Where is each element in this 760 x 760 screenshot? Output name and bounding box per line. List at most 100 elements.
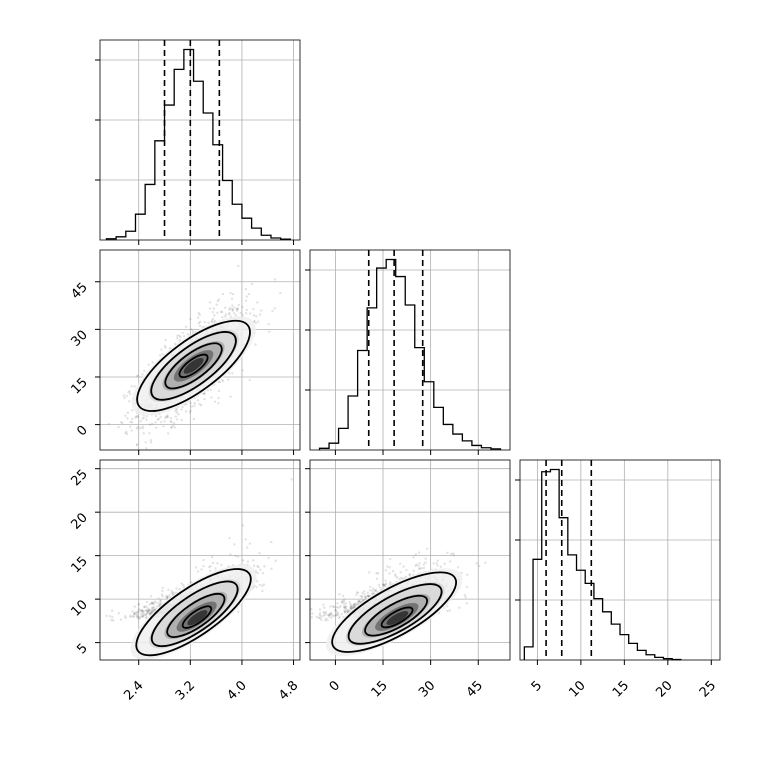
sample-point bbox=[220, 310, 224, 314]
x-tick-label: 15 bbox=[610, 678, 632, 700]
sample-point bbox=[208, 301, 212, 304]
sample-point bbox=[200, 568, 203, 571]
sample-point bbox=[224, 313, 228, 316]
sample-point bbox=[244, 538, 247, 541]
sample-point bbox=[145, 418, 148, 421]
sample-point bbox=[233, 306, 236, 309]
panel-frame bbox=[99, 459, 301, 661]
sample-point bbox=[341, 600, 344, 603]
sample-point bbox=[318, 612, 322, 615]
scatter-panel-0-1 bbox=[99, 249, 301, 451]
sample-point bbox=[153, 600, 157, 603]
sample-point bbox=[271, 309, 274, 313]
sample-point bbox=[334, 606, 337, 609]
sample-point bbox=[343, 610, 347, 614]
sample-point bbox=[178, 338, 181, 342]
sample-point bbox=[139, 419, 142, 423]
sample-point bbox=[136, 616, 140, 620]
sample-point bbox=[192, 417, 195, 421]
sample-point bbox=[237, 303, 240, 307]
sample-point bbox=[125, 430, 128, 434]
sample-point bbox=[159, 601, 163, 605]
sample-point bbox=[127, 390, 130, 394]
sample-point bbox=[141, 609, 144, 612]
sample-point bbox=[349, 602, 352, 606]
sample-point bbox=[228, 313, 231, 316]
sample-point bbox=[178, 587, 181, 591]
sample-point bbox=[342, 600, 346, 603]
sample-point bbox=[130, 429, 133, 432]
sample-point bbox=[353, 603, 356, 606]
sample-point bbox=[132, 615, 135, 618]
sample-point bbox=[176, 334, 179, 337]
sample-point bbox=[382, 583, 385, 586]
sample-point bbox=[211, 561, 215, 565]
sample-point bbox=[386, 565, 389, 568]
sample-point bbox=[164, 346, 167, 349]
sample-point bbox=[239, 311, 242, 315]
sample-point bbox=[435, 562, 438, 565]
sample-point bbox=[331, 614, 334, 617]
sample-point bbox=[146, 612, 149, 615]
sample-point bbox=[107, 422, 111, 426]
sample-point bbox=[231, 309, 234, 312]
sample-point bbox=[414, 564, 417, 568]
sample-point bbox=[175, 418, 179, 421]
sample-point bbox=[349, 604, 353, 608]
panel-frame bbox=[519, 459, 721, 661]
sample-point bbox=[207, 565, 211, 569]
sample-point bbox=[258, 551, 261, 555]
sample-point bbox=[315, 615, 319, 619]
sample-point bbox=[346, 610, 350, 613]
sample-point bbox=[248, 542, 252, 545]
sample-point bbox=[136, 615, 139, 618]
sample-point bbox=[169, 420, 172, 423]
sample-point bbox=[463, 593, 467, 597]
contour-2 bbox=[150, 580, 239, 648]
sample-point bbox=[349, 607, 353, 610]
sample-point bbox=[124, 414, 127, 417]
sample-point bbox=[232, 311, 236, 315]
sample-point bbox=[422, 563, 426, 566]
sample-point bbox=[241, 524, 245, 527]
sample-point bbox=[217, 389, 221, 393]
sample-point bbox=[172, 421, 176, 425]
sample-point bbox=[137, 608, 141, 611]
sample-point bbox=[125, 394, 128, 398]
sample-point bbox=[198, 313, 201, 316]
sample-point bbox=[362, 589, 366, 593]
sample-point bbox=[136, 425, 139, 429]
sample-point bbox=[160, 593, 164, 596]
sample-point bbox=[129, 420, 132, 424]
sample-point bbox=[341, 600, 344, 603]
sample-point bbox=[402, 565, 405, 568]
x-tick-label: 5 bbox=[529, 678, 545, 694]
sample-point bbox=[270, 567, 273, 570]
sample-point bbox=[448, 560, 452, 563]
sample-point bbox=[146, 611, 149, 615]
sample-point bbox=[140, 609, 143, 612]
sample-point bbox=[151, 422, 154, 426]
panel-frame bbox=[309, 459, 511, 661]
sample-point bbox=[210, 320, 213, 324]
sample-point bbox=[189, 581, 192, 584]
sample-point bbox=[356, 591, 360, 594]
sample-point bbox=[344, 602, 347, 605]
density-shade bbox=[187, 610, 208, 626]
sample-point bbox=[135, 416, 138, 419]
sample-point bbox=[148, 603, 151, 606]
sample-point bbox=[136, 615, 140, 618]
sample-point bbox=[138, 617, 141, 620]
sample-point bbox=[372, 587, 375, 590]
sample-point bbox=[137, 415, 140, 418]
sample-point bbox=[343, 609, 346, 612]
sample-point bbox=[371, 592, 375, 595]
sample-point bbox=[259, 568, 262, 571]
sample-point bbox=[211, 311, 215, 314]
sample-point bbox=[322, 606, 326, 609]
sample-point bbox=[331, 605, 335, 608]
sample-point bbox=[241, 369, 244, 372]
sample-point bbox=[121, 421, 124, 425]
sample-point bbox=[125, 432, 129, 436]
sample-point bbox=[136, 611, 139, 614]
